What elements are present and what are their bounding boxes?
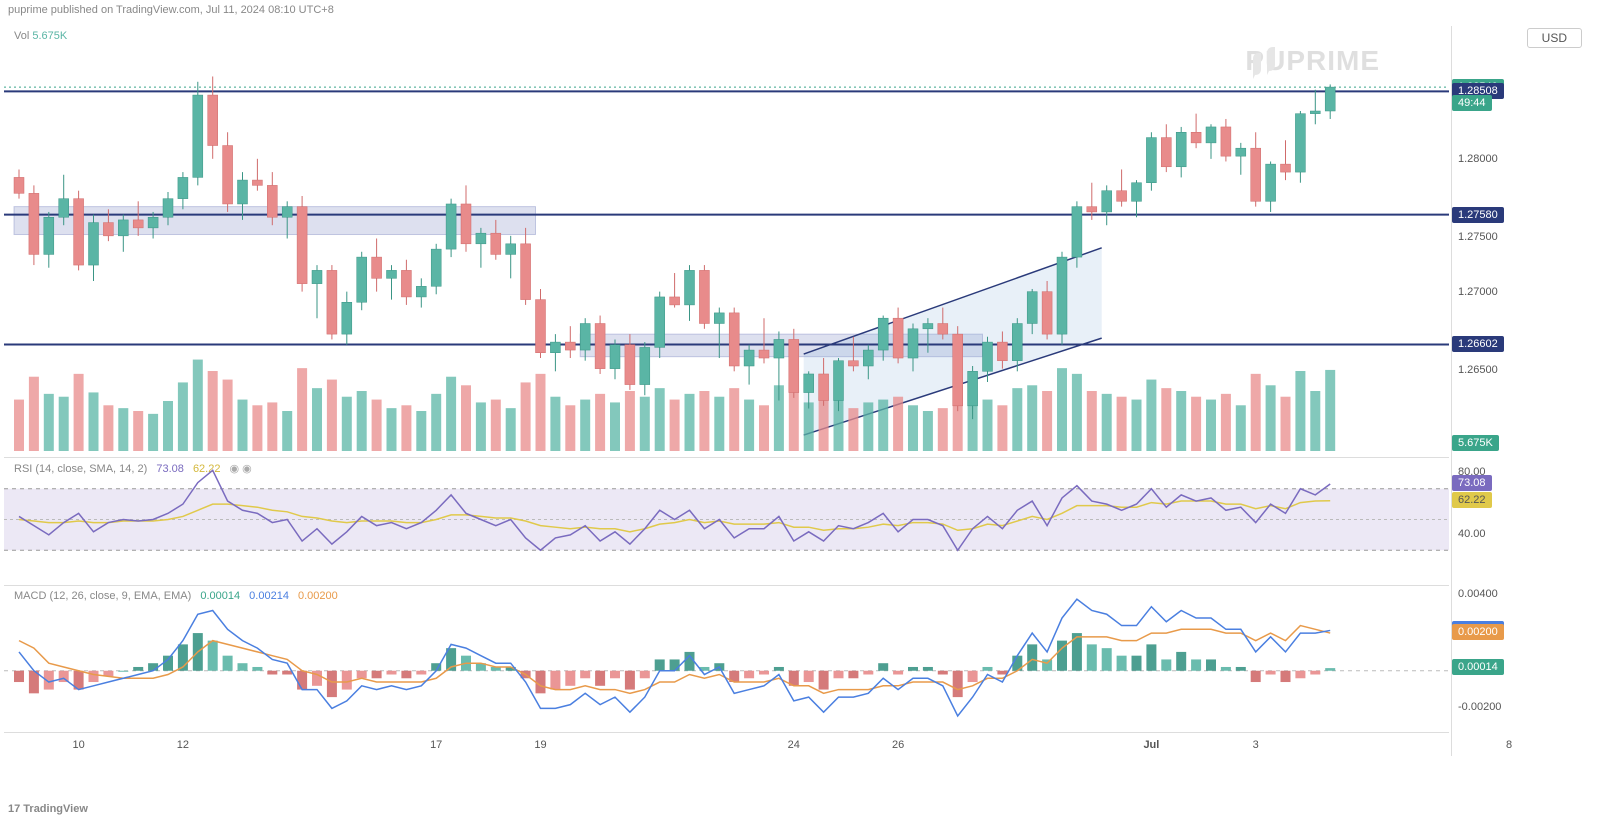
time-tick: 3 bbox=[1253, 739, 1259, 751]
axis-tag: 0.00014 bbox=[1452, 659, 1504, 675]
price-axis[interactable]: 1.270001.280001.275001.265001.285401.285… bbox=[1451, 26, 1596, 756]
tradingview-footer: 17 TradingView bbox=[8, 803, 88, 815]
axis-tag: 62.22 bbox=[1452, 492, 1492, 508]
time-tick: 26 bbox=[892, 739, 904, 751]
rsi-pane[interactable]: RSI (14, close, SMA, 14, 2) 73.08 62.22 … bbox=[4, 457, 1449, 580]
time-tick: 19 bbox=[534, 739, 546, 751]
axis-tag: 1.26602 bbox=[1452, 336, 1504, 352]
axis-tag: 73.08 bbox=[1452, 475, 1492, 491]
time-tick: 24 bbox=[788, 739, 800, 751]
time-axis[interactable]: 101217192426Jul381015 bbox=[4, 732, 1449, 760]
time-tick: 10 bbox=[72, 739, 84, 751]
axis-tag: 0.00200 bbox=[1452, 624, 1504, 640]
time-tick: Jul bbox=[1143, 739, 1159, 751]
axis-tick: -0.00200 bbox=[1458, 701, 1501, 713]
publish-info: puprime published on TradingView.com, Ju… bbox=[8, 4, 334, 16]
price-chart-pane[interactable] bbox=[4, 26, 1449, 451]
time-tick: 12 bbox=[177, 739, 189, 751]
axis-tick: 40.00 bbox=[1458, 528, 1486, 540]
axis-tick: 1.28000 bbox=[1458, 153, 1498, 165]
macd-pane[interactable]: MACD (12, 26, close, 9, EMA, EMA) 0.0001… bbox=[4, 585, 1449, 730]
axis-tag: 1.27580 bbox=[1452, 207, 1504, 223]
axis-tick: 0.00400 bbox=[1458, 588, 1498, 600]
axis-tag: 49:44 bbox=[1452, 95, 1492, 111]
time-tick: 17 bbox=[430, 739, 442, 751]
axis-tick: 1.26500 bbox=[1458, 364, 1498, 376]
axis-tick: 1.27500 bbox=[1458, 231, 1498, 243]
axis-tick: 1.27000 bbox=[1458, 286, 1498, 298]
axis-tag: 5.675K bbox=[1452, 435, 1499, 451]
